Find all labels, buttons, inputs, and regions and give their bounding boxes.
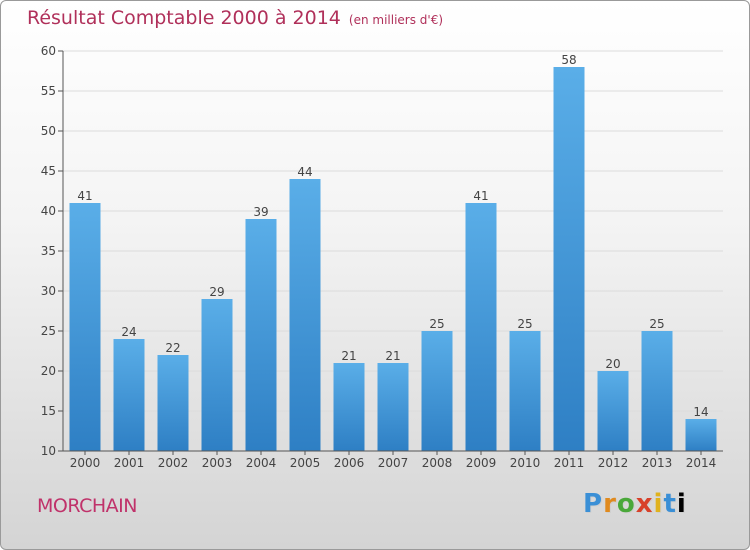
x-tick-label: 2008: [422, 456, 453, 470]
y-tick-label: 20: [41, 364, 56, 378]
bar-value-label: 24: [121, 325, 136, 339]
chart-title: Résultat Comptable 2000 à 2014 (en millie…: [27, 7, 443, 29]
logo-letter: t: [663, 489, 677, 519]
bar: [641, 331, 673, 451]
chart-title-text: Résultat Comptable 2000 à 2014: [27, 7, 341, 29]
bar: [201, 299, 233, 451]
bar-value-label: 20: [605, 357, 620, 371]
proxiti-logo: Proxiti: [583, 489, 687, 519]
commune-name: MORCHAIN: [37, 495, 137, 517]
bar-value-label: 58: [561, 53, 576, 67]
logo-letter: i: [653, 489, 664, 519]
y-tick-label: 15: [41, 404, 56, 418]
bar: [377, 363, 409, 451]
bar: [69, 203, 101, 451]
bar: [685, 419, 717, 451]
bar-value-label: 41: [77, 189, 92, 203]
bar-value-label: 25: [429, 317, 444, 331]
bar-value-label: 22: [165, 341, 180, 355]
bar: [289, 179, 321, 451]
y-tick-label: 30: [41, 284, 56, 298]
logo-letter: x: [635, 489, 654, 519]
x-tick-label: 2007: [378, 456, 409, 470]
x-tick-label: 2003: [202, 456, 233, 470]
bar-value-label: 14: [693, 405, 708, 419]
logo-letter: r: [603, 489, 617, 519]
y-tick-label: 55: [41, 84, 56, 98]
axes: [58, 50, 723, 455]
x-tick-label: 2012: [598, 456, 629, 470]
bar: [465, 203, 497, 451]
y-tick-label: 50: [41, 124, 56, 138]
y-tick-label: 40: [41, 204, 56, 218]
bar: [333, 363, 365, 451]
labels: 10 15 20 25 30 35 40 45 50 55 60 41 2000 24 2001 22 2002…: [41, 44, 717, 470]
bar-value-label: 29: [209, 285, 224, 299]
x-tick-label: 2006: [334, 456, 365, 470]
x-tick-label: 2014: [686, 456, 717, 470]
bar: [553, 67, 585, 451]
y-tick-label: 10: [41, 444, 56, 458]
bar: [597, 371, 629, 451]
bar-value-label: 44: [297, 165, 312, 179]
bar-value-label: 21: [341, 349, 356, 363]
bar-value-label: 41: [473, 189, 488, 203]
x-tick-label: 2010: [510, 456, 541, 470]
chart-subtitle: (en milliers d'€): [348, 13, 444, 27]
logo-letter: P: [583, 489, 604, 519]
bar-value-label: 25: [649, 317, 664, 331]
bar: [245, 219, 277, 451]
x-tick-label: 2002: [158, 456, 189, 470]
bar: [421, 331, 453, 451]
bar-value-label: 39: [253, 205, 268, 219]
x-tick-label: 2013: [642, 456, 673, 470]
x-tick-label: 2000: [70, 456, 101, 470]
y-tick-label: 60: [41, 44, 56, 58]
bar: [157, 355, 189, 451]
x-tick-label: 2004: [246, 456, 277, 470]
x-tick-label: 2009: [466, 456, 497, 470]
y-tick-label: 35: [41, 244, 56, 258]
bar: [509, 331, 541, 451]
x-tick-label: 2001: [114, 456, 145, 470]
y-tick-label: 45: [41, 164, 56, 178]
bars: [69, 67, 717, 451]
y-tick-label: 25: [41, 324, 56, 338]
x-tick-label: 2005: [290, 456, 321, 470]
logo-letter: i: [676, 489, 687, 519]
bar-value-label: 21: [385, 349, 400, 363]
x-tick-label: 2011: [554, 456, 585, 470]
bar-value-label: 25: [517, 317, 532, 331]
bar: [113, 339, 145, 451]
logo-letter: o: [616, 489, 636, 519]
